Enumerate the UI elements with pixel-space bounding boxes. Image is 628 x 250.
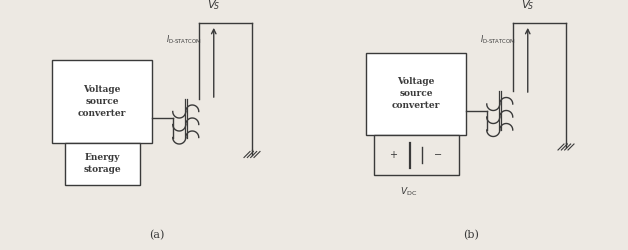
Text: Voltage
source
converter: Voltage source converter (78, 85, 126, 117)
Text: $V_{\rm DC}$: $V_{\rm DC}$ (400, 185, 417, 198)
Text: +: + (389, 150, 398, 160)
Text: $I_{\rm D\text{-}STATCOM}$: $I_{\rm D\text{-}STATCOM}$ (166, 34, 202, 46)
Text: $V_{\!S}$: $V_{\!S}$ (207, 0, 220, 12)
Bar (374, 135, 458, 175)
Bar (366, 52, 466, 135)
Text: −: − (435, 150, 443, 160)
Text: $I_{\rm D\text{-}STATCOM}$: $I_{\rm D\text{-}STATCOM}$ (480, 34, 516, 46)
Text: (a): (a) (149, 230, 165, 240)
Bar (65, 142, 139, 185)
Text: $V_{\!S}$: $V_{\!S}$ (521, 0, 534, 12)
Text: (b): (b) (463, 230, 479, 240)
Text: Voltage
source
converter: Voltage source converter (392, 78, 440, 110)
Text: Energy
storage: Energy storage (83, 153, 121, 174)
Bar (52, 60, 152, 142)
